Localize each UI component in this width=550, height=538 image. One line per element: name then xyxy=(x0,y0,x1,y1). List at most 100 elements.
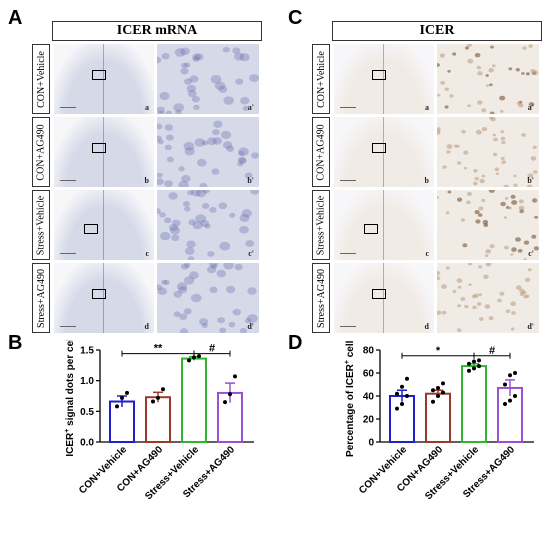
cell-nucleus xyxy=(525,294,530,298)
row-label-text: CON+Vehicle xyxy=(35,50,47,108)
scale-bar xyxy=(340,180,356,181)
data-point xyxy=(192,355,196,360)
row-label-text: Stress+AG490 xyxy=(315,268,327,328)
data-point xyxy=(395,406,399,411)
data-point xyxy=(513,394,517,398)
cell-nucleus xyxy=(159,91,170,101)
cell-nucleus xyxy=(519,209,525,214)
cell-nucleus xyxy=(485,263,492,267)
cell-nucleus xyxy=(488,316,494,321)
row-label-stress-vehicle: Stress+Vehicle xyxy=(312,190,330,260)
significance-label: # xyxy=(489,345,495,357)
data-point xyxy=(187,358,191,363)
row-label-text: Stress+Vehicle xyxy=(35,195,47,255)
tile-tag: b' xyxy=(527,176,534,185)
tile-tag: c xyxy=(145,249,149,258)
cell-nucleus xyxy=(501,140,506,145)
y-tick-label: 40 xyxy=(363,392,375,403)
cell-nucleus xyxy=(508,67,513,71)
data-point xyxy=(441,381,445,386)
cell-nucleus xyxy=(209,206,217,213)
cell-nucleus xyxy=(188,219,196,226)
cell-nucleus xyxy=(466,44,472,47)
overview-micrograph: d xyxy=(334,263,434,333)
cell-nucleus xyxy=(481,108,487,113)
zoom-micrograph: d' xyxy=(157,263,259,333)
cell-nucleus xyxy=(239,327,247,333)
cell-nucleus xyxy=(246,314,258,323)
cell-nucleus xyxy=(222,46,230,53)
cell-nucleus xyxy=(239,225,249,234)
data-point xyxy=(436,394,440,398)
scale-bar xyxy=(60,107,76,108)
scale-bar xyxy=(60,326,76,327)
cell-nucleus xyxy=(437,271,441,276)
cell-nucleus xyxy=(178,166,185,172)
cell-nucleus xyxy=(492,64,496,68)
cell-nucleus xyxy=(191,96,200,103)
cell-nucleus xyxy=(484,304,491,309)
cell-nucleus xyxy=(238,147,249,156)
cell-nucleus xyxy=(223,96,234,105)
cell-nucleus xyxy=(239,53,250,62)
zoom-micrograph: a' xyxy=(437,44,539,114)
cell-nucleus xyxy=(524,277,531,282)
cell-nucleus xyxy=(518,103,524,108)
roi-box xyxy=(84,224,98,234)
data-point xyxy=(197,354,201,359)
cell-nucleus xyxy=(212,137,222,145)
scale-bar xyxy=(60,180,76,181)
panel-c-title: ICER xyxy=(332,21,542,41)
cell-nucleus xyxy=(460,297,466,301)
cell-nucleus xyxy=(184,62,191,68)
cell-nucleus xyxy=(521,133,526,137)
data-point xyxy=(228,392,232,397)
cell-nucleus xyxy=(437,93,441,97)
cell-nucleus xyxy=(495,172,499,176)
cell-nucleus xyxy=(237,156,246,164)
cell-nucleus xyxy=(171,234,180,242)
cell-nucleus xyxy=(209,263,219,268)
cell-nucleus xyxy=(515,68,520,72)
data-point xyxy=(405,394,409,398)
cell-nucleus xyxy=(488,68,494,73)
cell-nucleus xyxy=(439,53,445,58)
cell-nucleus xyxy=(476,302,482,306)
row-label-text: CON+Vehicle xyxy=(315,50,327,108)
zoom-micrograph: c' xyxy=(157,190,259,260)
cell-nucleus xyxy=(244,172,253,179)
cell-nucleus xyxy=(510,327,515,331)
cell-nucleus xyxy=(460,218,465,222)
cell-nucleus xyxy=(229,212,236,218)
cell-nucleus xyxy=(207,251,215,257)
cell-nucleus xyxy=(481,198,486,203)
midline-fissure xyxy=(103,190,104,260)
cell-field xyxy=(437,117,538,187)
cell-nucleus xyxy=(503,216,507,219)
cell-nucleus xyxy=(518,205,525,211)
data-point xyxy=(503,382,507,387)
cell-nucleus xyxy=(466,191,472,196)
cell-nucleus xyxy=(180,67,189,75)
tile-tag: c' xyxy=(248,249,254,258)
data-point xyxy=(467,361,471,366)
cell-nucleus xyxy=(464,304,469,309)
cell-nucleus xyxy=(210,264,218,269)
cell-nucleus xyxy=(193,104,200,111)
cell-nucleus xyxy=(182,201,190,207)
cell-nucleus xyxy=(532,145,537,149)
cell-nucleus xyxy=(466,200,471,205)
cell-nucleus xyxy=(164,180,173,187)
cell-nucleus xyxy=(164,144,172,151)
cell-nucleus xyxy=(163,280,170,285)
cell-nucleus xyxy=(479,178,485,184)
cell-nucleus xyxy=(442,165,447,169)
cell-nucleus xyxy=(244,318,252,324)
y-axis-label: ICER+ signal dots per cell xyxy=(64,340,76,457)
cell-nucleus xyxy=(194,138,206,147)
data-point xyxy=(431,388,435,393)
cell-nucleus xyxy=(201,140,208,146)
cell-nucleus xyxy=(518,199,524,204)
